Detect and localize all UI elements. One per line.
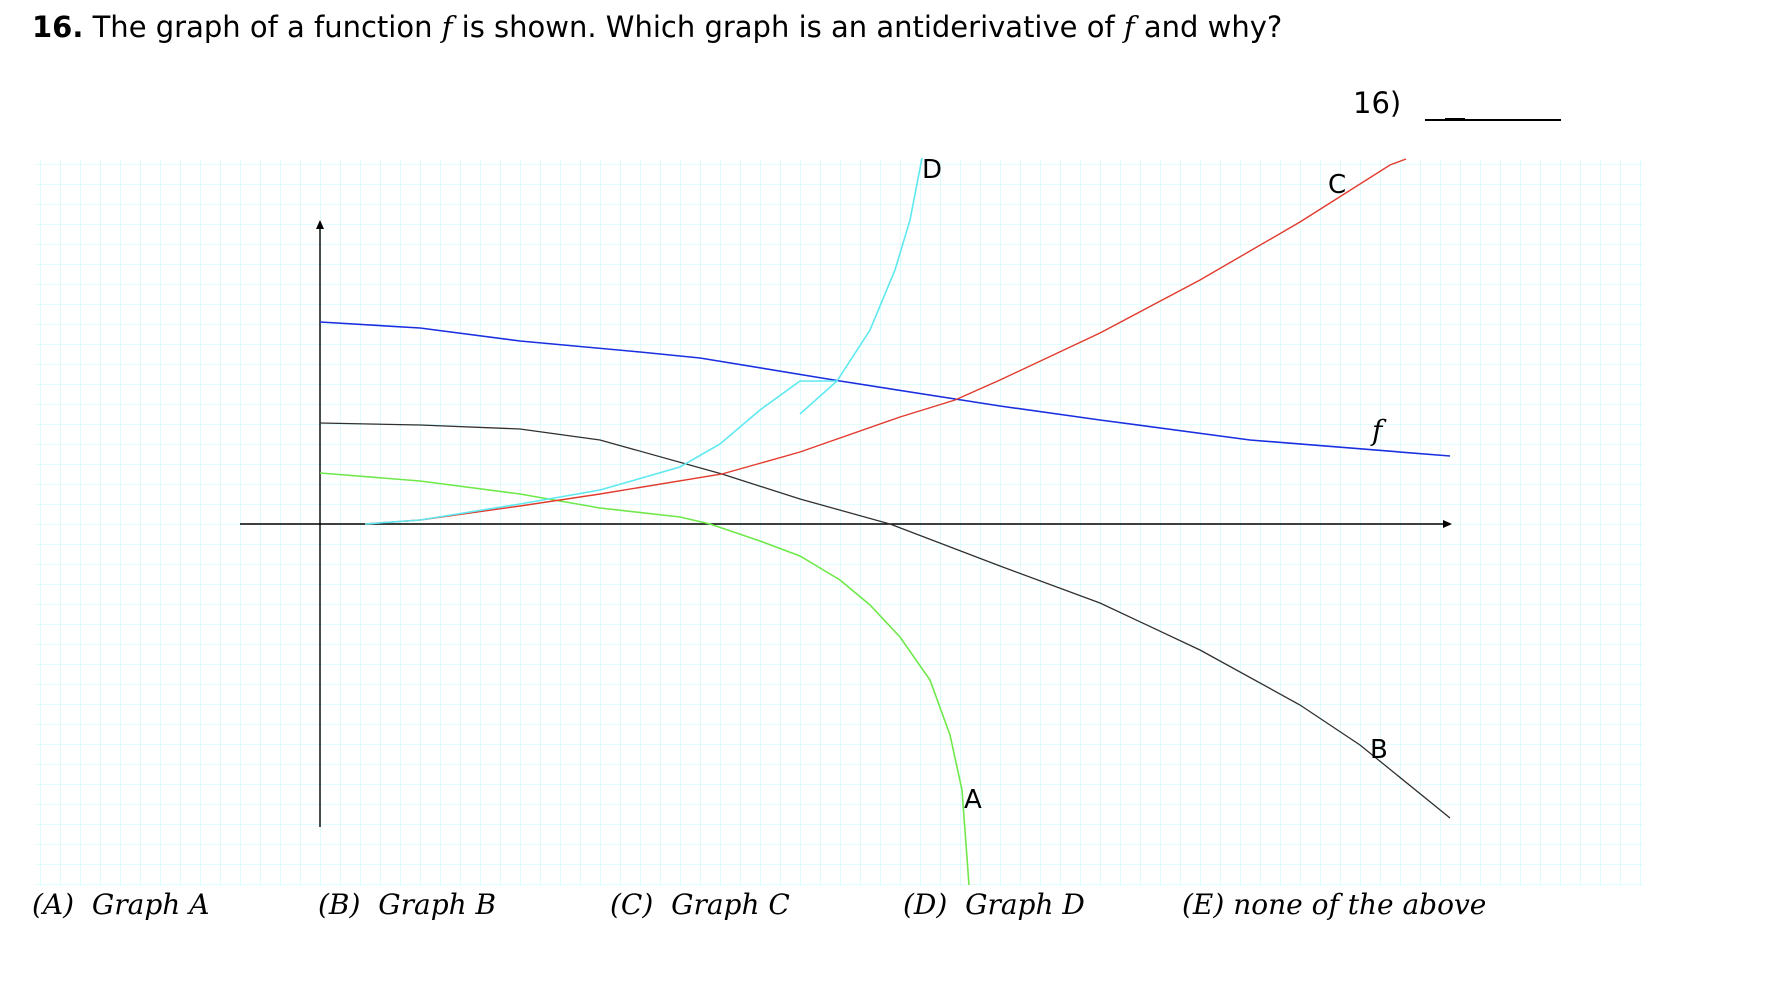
function-symbol: f	[1123, 10, 1135, 44]
choice-e-text: none of the above	[1233, 888, 1487, 921]
curve-d-upper	[799, 157, 923, 415]
question-text-part3: and why?	[1134, 10, 1283, 44]
choice-c-text: Graph C	[671, 888, 790, 921]
answer-label: 16)	[1353, 86, 1402, 120]
question-text: 16. The graph of a function f is shown. …	[32, 10, 1282, 44]
x-axis-arrow-icon	[1443, 520, 1452, 528]
answer-blank[interactable]	[1425, 118, 1561, 121]
question-text-part1: The graph of a function	[83, 10, 442, 44]
label-a: A	[964, 785, 982, 815]
curve-c	[364, 158, 1407, 525]
function-symbol: f	[441, 10, 453, 44]
label-c: C	[1328, 170, 1346, 200]
choice-c[interactable]: (C) Graph C	[610, 888, 790, 921]
axes	[240, 226, 1446, 827]
choice-b-text: Graph B	[378, 888, 497, 921]
y-axis-arrow-icon	[316, 220, 324, 229]
choice-d-text: Graph D	[965, 888, 1085, 921]
question-text-part2: is shown. Which graph is an antiderivati…	[452, 10, 1124, 44]
curve-d	[364, 380, 837, 525]
label-d: D	[922, 155, 942, 185]
choice-a[interactable]: (A) Graph A	[32, 888, 209, 921]
choice-e-letter: (E)	[1182, 888, 1225, 921]
choice-e[interactable]: (E) none of the above	[1182, 888, 1486, 921]
choice-d[interactable]: (D) Graph D	[903, 888, 1085, 921]
choice-b-letter: (B)	[318, 888, 361, 921]
question-number: 16.	[32, 10, 84, 44]
label-b: B	[1370, 735, 1388, 765]
choice-c-letter: (C)	[610, 888, 654, 921]
choice-b[interactable]: (B) Graph B	[318, 888, 496, 921]
curve-f	[319, 321, 1451, 457]
choice-d-letter: (D)	[903, 888, 948, 921]
choice-a-text: Graph A	[91, 888, 210, 921]
choice-a-letter: (A)	[32, 888, 75, 921]
grid-background	[36, 159, 1643, 886]
curve-b	[319, 422, 1451, 819]
answer-blank-mark	[1445, 118, 1465, 121]
